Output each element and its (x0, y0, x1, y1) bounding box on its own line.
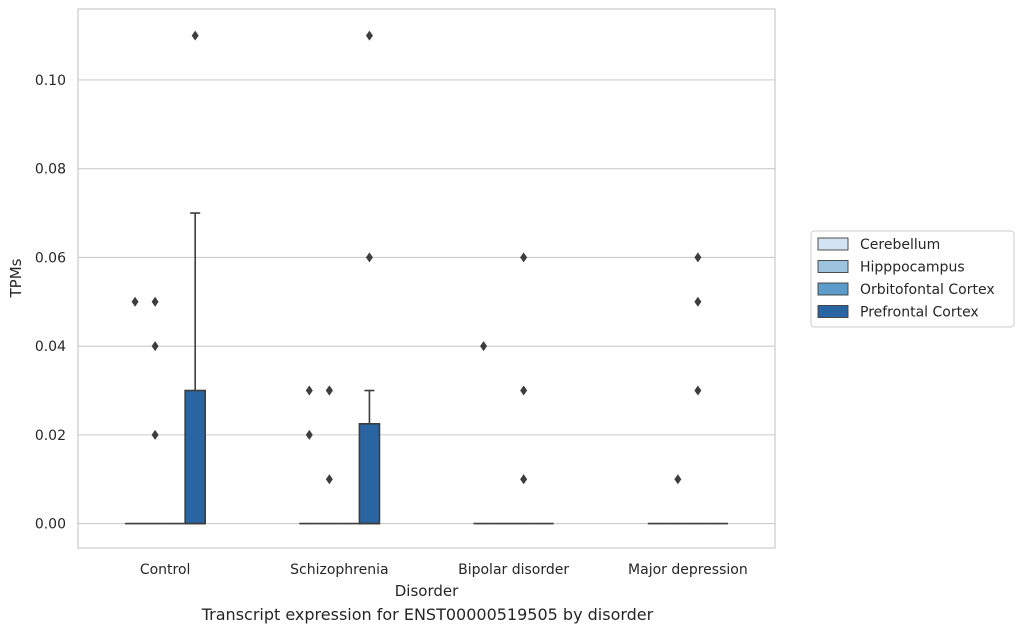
y-axis-label: TPMs (7, 258, 25, 298)
outlier-point (674, 474, 682, 485)
y-tick-label: 0.10 (35, 73, 66, 89)
gridlines (78, 79, 775, 525)
boxes (125, 212, 728, 525)
outlier-point (520, 252, 528, 263)
legend-swatch (817, 260, 849, 273)
legend-label: Prefrontal Cortex (860, 305, 979, 321)
figure-caption: Transcript expression for ENST0000051950… (201, 605, 654, 624)
x-axis-label: Disorder (395, 582, 459, 600)
box (358, 422, 381, 525)
legend-label: Cerebellum (860, 237, 940, 253)
x-tick-label: Schizophrenia (290, 562, 388, 578)
outlier-point (365, 252, 373, 263)
y-tick-label: 0.02 (35, 428, 66, 444)
legend-swatch (817, 305, 849, 318)
outlier-point (520, 385, 528, 396)
outlier-point (325, 474, 333, 485)
outlier-point (694, 385, 702, 396)
outlier-point (520, 474, 528, 485)
outlier-point (480, 341, 488, 352)
outlier-point (694, 296, 702, 307)
outlier-point (694, 252, 702, 263)
outlier-point (305, 429, 313, 440)
outlier-point (151, 296, 159, 307)
outlier-point (131, 296, 139, 307)
outlier-point (151, 341, 159, 352)
legend-label: Orbitofontal Cortex (860, 282, 995, 298)
x-tick-labels: Control Schizophrenia Bipolar disorder Majo… (140, 562, 748, 578)
y-tick-label: 0.04 (35, 339, 66, 355)
plot-frame (77, 8, 776, 549)
outliers (131, 30, 702, 485)
outlier-point (151, 429, 159, 440)
outlier-point (305, 385, 313, 396)
y-tick-label: 0.06 (35, 250, 66, 266)
outlier-point (191, 30, 199, 41)
legend-frame (810, 230, 1015, 328)
y-tick-label: 0.00 (35, 517, 66, 533)
x-tick-label: Control (140, 562, 191, 578)
box (184, 389, 207, 525)
outlier-point (365, 30, 373, 41)
legend-entries: Cerebellum Hipppocampus Orbitofontal Corte… (817, 237, 995, 321)
legend: Cerebellum Hipppocampus Orbitofontal Corte… (810, 230, 1015, 328)
legend-swatch (817, 237, 849, 251)
x-tick-label: Major depression (628, 562, 748, 578)
outlier-point (325, 385, 333, 396)
y-tick-label: 0.08 (35, 162, 66, 178)
legend-swatch (817, 282, 849, 296)
legend-label: Hipppocampus (860, 260, 965, 276)
y-tick-labels: 0.00 0.02 0.04 0.06 0.08 0.10 (35, 73, 66, 533)
x-tick-label: Bipolar disorder (458, 562, 569, 578)
